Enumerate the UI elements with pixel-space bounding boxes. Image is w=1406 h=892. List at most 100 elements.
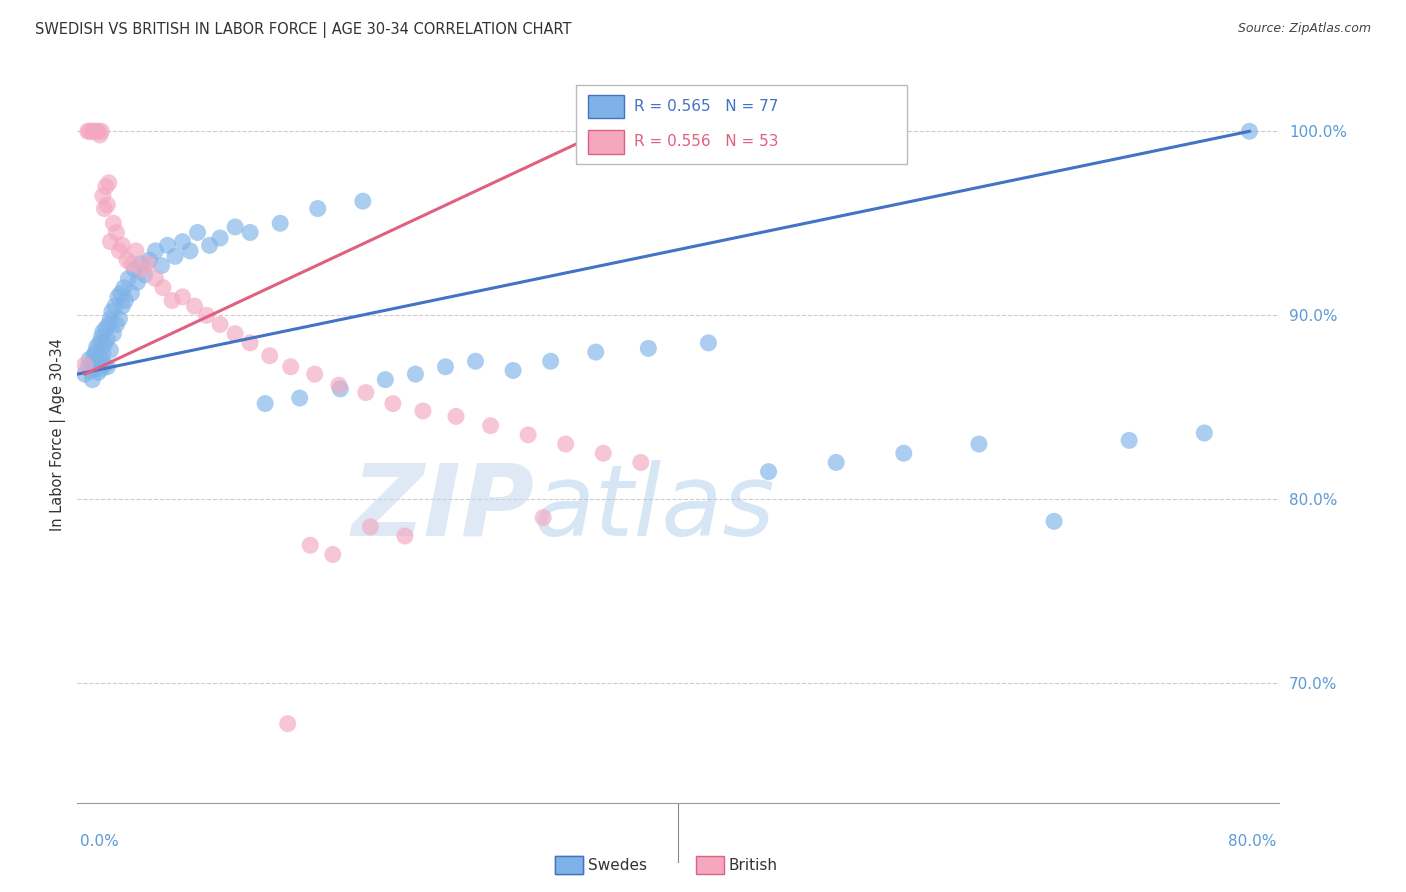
Point	[152, 280, 174, 294]
Point	[89, 128, 111, 142]
Point	[111, 299, 134, 313]
Point	[105, 226, 128, 240]
Bar	[588, 130, 624, 153]
Point	[87, 365, 110, 379]
Point	[517, 427, 540, 442]
Point	[73, 367, 96, 381]
Point	[277, 716, 299, 731]
Point	[134, 268, 156, 282]
Point	[145, 271, 167, 285]
Text: 80.0%: 80.0%	[1229, 834, 1277, 848]
Point	[195, 308, 218, 322]
Point	[120, 286, 142, 301]
Point	[83, 349, 105, 363]
Point	[187, 226, 209, 240]
Point	[129, 257, 152, 271]
Point	[91, 188, 114, 202]
Point	[79, 352, 101, 367]
Point	[101, 304, 124, 318]
Point	[531, 510, 554, 524]
Point	[103, 216, 125, 230]
Point	[254, 396, 277, 410]
Point	[104, 299, 127, 313]
Point	[100, 343, 122, 358]
Point	[91, 347, 114, 361]
Point	[124, 262, 146, 277]
Point	[82, 373, 104, 387]
Point	[1194, 425, 1216, 440]
Point	[96, 359, 118, 374]
Point	[84, 124, 107, 138]
Point	[93, 337, 115, 351]
Point	[630, 455, 652, 469]
Point	[114, 293, 136, 308]
Point	[322, 548, 344, 562]
Text: Source: ZipAtlas.com: Source: ZipAtlas.com	[1237, 22, 1371, 36]
Point	[115, 253, 138, 268]
Point	[76, 359, 98, 374]
Point	[93, 202, 115, 216]
Point	[967, 437, 990, 451]
Point	[138, 253, 160, 268]
Point	[444, 409, 467, 424]
Point	[1239, 124, 1261, 138]
Text: R = 0.556   N = 53: R = 0.556 N = 53	[634, 135, 779, 150]
Point	[76, 124, 98, 138]
Point	[299, 538, 322, 552]
Point	[434, 359, 457, 374]
Point	[82, 124, 104, 138]
Text: atlas: atlas	[534, 460, 776, 557]
Point	[103, 326, 125, 341]
Text: SWEDISH VS BRITISH IN LABOR FORCE | AGE 30-34 CORRELATION CHART: SWEDISH VS BRITISH IN LABOR FORCE | AGE …	[35, 22, 572, 38]
Point	[86, 124, 108, 138]
Point	[354, 385, 377, 400]
Point	[540, 354, 562, 368]
Point	[108, 312, 131, 326]
Point	[758, 465, 780, 479]
Point	[224, 219, 246, 234]
Point	[183, 299, 205, 313]
Point	[131, 262, 153, 277]
Point	[304, 367, 326, 381]
Point	[97, 176, 120, 190]
Point	[89, 351, 111, 365]
Point	[100, 312, 122, 326]
Point	[288, 391, 311, 405]
Point	[554, 437, 576, 451]
Point	[239, 226, 262, 240]
Text: British: British	[728, 858, 778, 872]
Point	[136, 257, 159, 271]
Point	[381, 396, 404, 410]
Point	[697, 335, 720, 350]
Point	[80, 363, 103, 377]
Point	[156, 238, 179, 252]
Point	[79, 124, 101, 138]
Text: ZIP: ZIP	[352, 460, 534, 557]
Text: R = 0.565   N = 77: R = 0.565 N = 77	[634, 99, 779, 114]
Point	[125, 244, 148, 258]
Point	[394, 529, 416, 543]
Point	[502, 363, 524, 377]
Point	[412, 404, 434, 418]
Point	[479, 418, 502, 433]
Point	[108, 244, 131, 258]
Point	[83, 124, 105, 138]
FancyBboxPatch shape	[576, 85, 907, 164]
Point	[96, 198, 118, 212]
Point	[73, 358, 96, 372]
Point	[352, 194, 374, 209]
Point	[94, 321, 117, 335]
Bar	[588, 95, 624, 119]
Point	[84, 361, 107, 376]
Point	[160, 293, 183, 308]
Point	[374, 373, 396, 387]
Point	[179, 244, 201, 258]
Point	[209, 318, 232, 332]
Point	[93, 358, 115, 372]
Point	[328, 378, 350, 392]
Point	[90, 361, 112, 376]
Point	[90, 330, 112, 344]
Point	[329, 382, 352, 396]
Point	[90, 124, 112, 138]
Point	[163, 249, 186, 263]
